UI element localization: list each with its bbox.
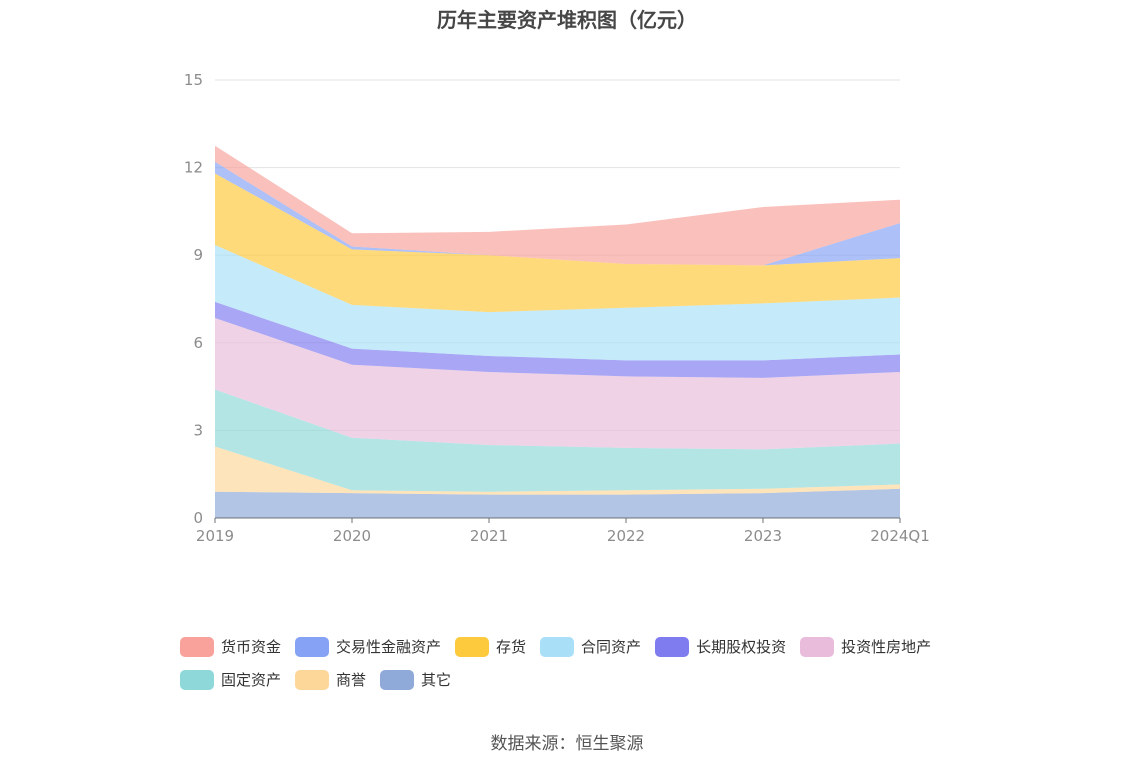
legend-label: 投资性房地产: [841, 638, 932, 656]
axes: 0 3 6 9 12 15 2019 2020 2021 2022 2023 2024Q1: [184, 71, 930, 545]
x-tick-label: 2021: [470, 527, 508, 545]
area-交易性金融资产[interactable]: [215, 161, 900, 266]
legend: 货币资金 交易性金融资产 存货 合同资产 长期股权投资 投资性房地产 固定资产 商誉 其它: [180, 630, 980, 696]
legend-label: 合同资产: [581, 638, 642, 656]
legend-label: 长期股权投资: [696, 638, 787, 656]
legend-label: 商誉: [336, 671, 367, 689]
legend-item[interactable]: 交易性金融资产: [295, 636, 441, 657]
x-tick-label: 2020: [333, 527, 371, 545]
legend-item[interactable]: 其它: [380, 669, 451, 690]
legend-label: 交易性金融资产: [336, 638, 442, 656]
area-长期股权投资[interactable]: [215, 301, 900, 378]
legend-swatch: [655, 636, 690, 657]
x-tick-label: 2024Q1: [870, 527, 930, 545]
legend-label: 其它: [421, 671, 452, 689]
legend-row: 货币资金 交易性金融资产 存货 合同资产 长期股权投资 投资性房地产: [180, 630, 980, 663]
legend-item[interactable]: 商誉: [295, 669, 366, 690]
source-note: 数据来源：恒生聚源: [490, 734, 644, 754]
y-tick-label: 9: [193, 246, 203, 264]
legend-swatch: [800, 636, 835, 657]
legend-label: 货币资金: [221, 638, 282, 656]
legend-item[interactable]: 投资性房地产: [800, 636, 931, 657]
y-tick-label: 15: [184, 71, 203, 89]
x-tick-label: 2022: [607, 527, 645, 545]
area-商誉[interactable]: [215, 446, 900, 495]
area-固定资产[interactable]: [215, 389, 900, 492]
legend-item[interactable]: 存货: [455, 636, 526, 657]
y-tick-label: 3: [193, 421, 203, 439]
legend-swatch: [295, 636, 330, 657]
legend-swatch: [180, 636, 214, 657]
legend-swatch: [380, 669, 415, 690]
legend-swatch: [295, 669, 330, 690]
legend-swatch: [540, 636, 575, 657]
legend-item[interactable]: 合同资产: [540, 636, 641, 657]
y-tick-label: 0: [193, 509, 203, 527]
legend-label: 固定资产: [221, 671, 282, 689]
area-合同资产[interactable]: [215, 244, 900, 361]
legend-item[interactable]: 长期股权投资: [655, 636, 786, 657]
legend-swatch: [180, 669, 214, 690]
y-tick-label: 12: [184, 159, 203, 177]
area-series: [215, 145, 900, 518]
legend-item[interactable]: 固定资产: [180, 669, 281, 690]
legend-row: 固定资产 商誉 其它: [180, 663, 980, 696]
area-投资性房地产[interactable]: [215, 317, 900, 450]
stacked-area-chart: 0 3 6 9 12 15 2019 2020 2021 2022 2023 2024Q1: [184, 71, 930, 545]
legend-swatch: [455, 636, 490, 657]
area-其它[interactable]: [215, 488, 900, 518]
x-tick-label: 2023: [744, 527, 782, 545]
legend-label: 存货: [496, 638, 527, 656]
chart-title: 历年主要资产堆积图（亿元）: [437, 8, 697, 32]
legend-item[interactable]: 货币资金: [180, 636, 281, 657]
area-存货[interactable]: [215, 173, 900, 313]
x-tick-label: 2019: [196, 527, 234, 545]
area-货币资金[interactable]: [215, 145, 900, 266]
y-tick-label: 6: [193, 334, 203, 352]
